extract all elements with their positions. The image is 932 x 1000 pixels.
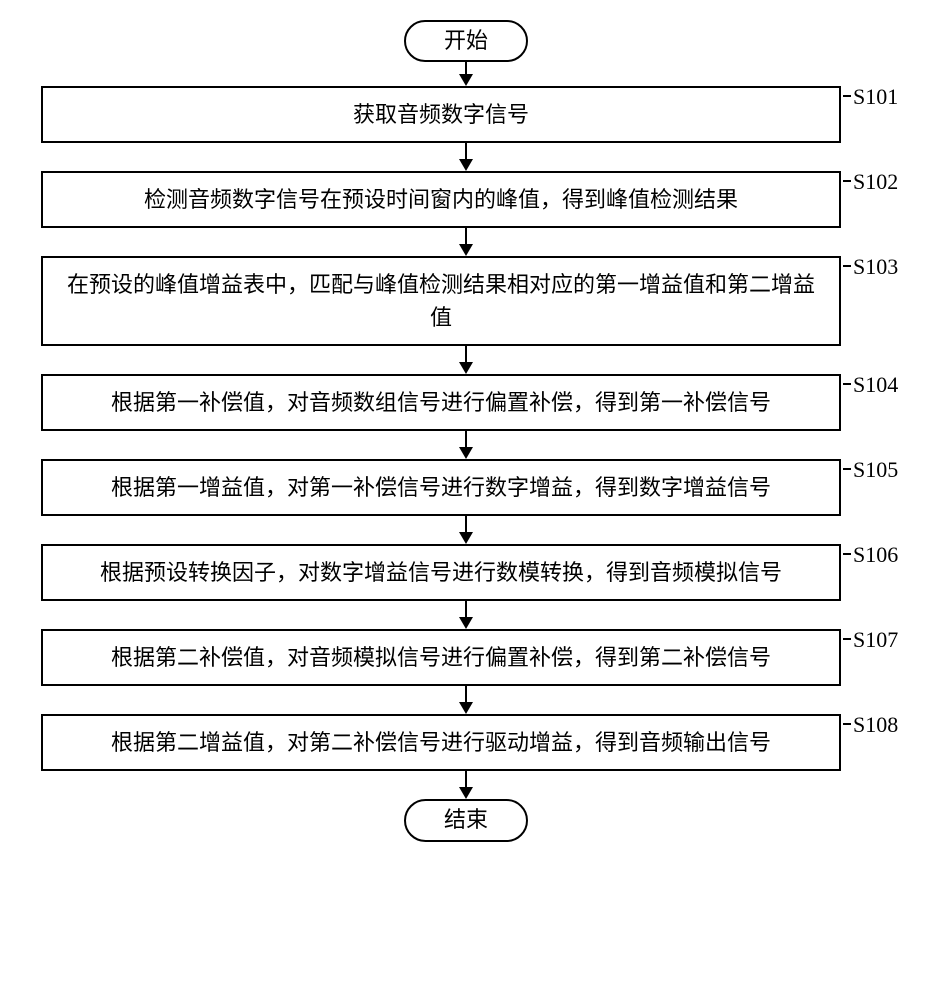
step-label: S106 [853, 542, 898, 568]
arrow [459, 601, 473, 629]
step-row: 检测音频数字信号在预设时间窗内的峰值，得到峰值检测结果 S102 [21, 171, 911, 228]
step-row: 根据第一增益值，对第一补偿信号进行数字增益，得到数字增益信号 S105 [21, 459, 911, 516]
process-s106: 根据预设转换因子，对数字增益信号进行数模转换，得到音频模拟信号 [41, 544, 841, 601]
step-label: S102 [853, 169, 898, 195]
label-leader [843, 638, 851, 640]
label-leader [843, 383, 851, 385]
arrow [459, 516, 473, 544]
arrow [459, 431, 473, 459]
label-leader [843, 265, 851, 267]
flowchart-container: 开始 获取音频数字信号 S101 检测音频数字信号在预设时间窗内的峰值，得到峰值… [21, 20, 911, 842]
label-leader [843, 95, 851, 97]
label-leader [843, 180, 851, 182]
step-row: 根据第二补偿值，对音频模拟信号进行偏置补偿，得到第二补偿信号 S107 [21, 629, 911, 686]
step-row: 在预设的峰值增益表中，匹配与峰值检测结果相对应的第一增益值和第二增益值 S103 [21, 256, 911, 346]
step-row: 根据第一补偿值，对音频数组信号进行偏置补偿，得到第一补偿信号 S104 [21, 374, 911, 431]
step-label: S101 [853, 84, 898, 110]
step-label: S105 [853, 457, 898, 483]
process-s108: 根据第二增益值，对第二补偿信号进行驱动增益，得到音频输出信号 [41, 714, 841, 771]
end-terminal: 结束 [404, 799, 528, 841]
process-s102: 检测音频数字信号在预设时间窗内的峰值，得到峰值检测结果 [41, 171, 841, 228]
arrow [459, 143, 473, 171]
label-leader [843, 723, 851, 725]
process-s105: 根据第一增益值，对第一补偿信号进行数字增益，得到数字增益信号 [41, 459, 841, 516]
step-label: S104 [853, 372, 898, 398]
step-label: S107 [853, 627, 898, 653]
label-leader [843, 468, 851, 470]
process-s103: 在预设的峰值增益表中，匹配与峰值检测结果相对应的第一增益值和第二增益值 [41, 256, 841, 346]
arrow [459, 346, 473, 374]
arrow [459, 62, 473, 86]
process-s101: 获取音频数字信号 [41, 86, 841, 143]
process-s107: 根据第二补偿值，对音频模拟信号进行偏置补偿，得到第二补偿信号 [41, 629, 841, 686]
step-label: S108 [853, 712, 898, 738]
start-terminal: 开始 [404, 20, 528, 62]
arrow [459, 686, 473, 714]
arrow [459, 771, 473, 799]
step-row: 根据第二增益值，对第二补偿信号进行驱动增益，得到音频输出信号 S108 [21, 714, 911, 771]
step-row: 根据预设转换因子，对数字增益信号进行数模转换，得到音频模拟信号 S106 [21, 544, 911, 601]
step-label: S103 [853, 254, 898, 280]
arrow [459, 228, 473, 256]
step-row: 获取音频数字信号 S101 [21, 86, 911, 143]
label-leader [843, 553, 851, 555]
process-s104: 根据第一补偿值，对音频数组信号进行偏置补偿，得到第一补偿信号 [41, 374, 841, 431]
